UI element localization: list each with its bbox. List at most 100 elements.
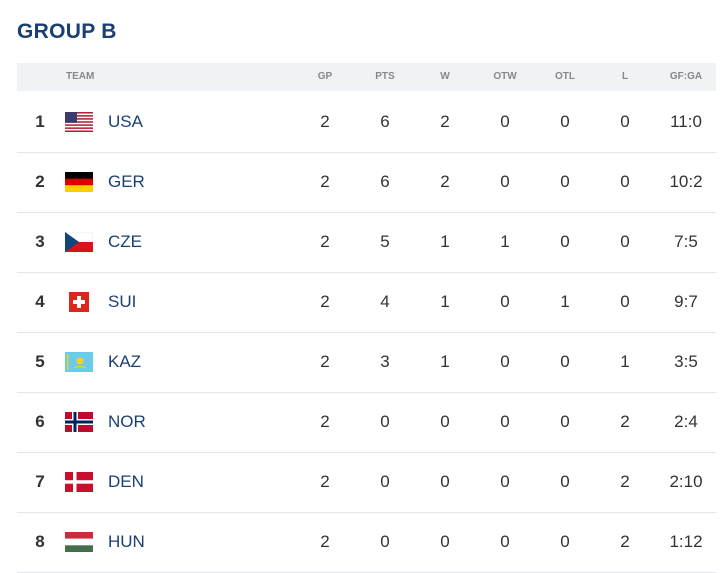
stat-cell: 6: [380, 172, 390, 191]
stat-cell: 0: [380, 532, 390, 551]
table-row: [17, 332, 716, 393]
flag-icon: [69, 292, 89, 312]
stat-cell: 0: [620, 232, 630, 251]
group-title: GROUP B: [17, 20, 117, 43]
stat-cell: 2: [320, 172, 330, 191]
stat-cell: 0: [560, 112, 570, 131]
column-header: GP: [317, 71, 333, 82]
stat-cell: 0: [560, 532, 570, 551]
stat-cell: 0: [500, 112, 510, 131]
stat-cell: 0: [620, 112, 630, 131]
stat-cell: 2: [320, 112, 330, 131]
table-row: [17, 452, 716, 513]
table-row: [17, 92, 716, 153]
team-name: USA: [108, 112, 143, 131]
stat-cell: 0: [440, 532, 450, 551]
column-header: PTS: [375, 71, 395, 82]
stat-cell: 1: [620, 352, 630, 371]
flag-icon: [65, 352, 93, 372]
team-flag: [65, 112, 93, 132]
column-header: OTW: [493, 71, 517, 82]
stat-cell: 0: [560, 412, 570, 431]
team-name: CZE: [108, 232, 142, 251]
stat-cell: 11:0: [670, 112, 702, 131]
stat-cell: 3:5: [674, 352, 698, 371]
stat-cell: 0: [620, 292, 630, 311]
flag-icon: [64, 231, 94, 252]
team-flag: [65, 172, 93, 192]
stat-cell: 2: [320, 292, 330, 311]
stat-cell: 2: [620, 472, 630, 491]
stat-cell: 0: [500, 172, 510, 191]
team-flag: [65, 412, 93, 432]
stat-cell: 1: [500, 232, 510, 251]
column-header: OTL: [555, 71, 575, 82]
rank: 4: [35, 292, 45, 311]
stat-cell: 1: [440, 232, 450, 251]
table-row: [17, 212, 716, 273]
stat-cell: 9:7: [674, 292, 698, 311]
flag-icon: [65, 172, 93, 192]
stat-cell: 2: [440, 112, 450, 131]
stat-cell: 2: [440, 172, 450, 191]
rank: 6: [35, 412, 45, 431]
team-name: DEN: [108, 472, 144, 491]
team-name: GER: [108, 172, 145, 191]
stat-cell: 3: [380, 352, 390, 371]
stat-cell: 0: [500, 412, 510, 431]
team-flag: [65, 532, 93, 552]
stat-cell: 1: [440, 352, 450, 371]
team-flag: [65, 352, 93, 372]
team-name: KAZ: [108, 352, 142, 371]
stat-cell: 0: [500, 472, 510, 491]
stat-cell: 0: [560, 232, 570, 251]
stat-cell: 0: [380, 412, 390, 431]
rank: 2: [35, 172, 45, 191]
stat-cell: 5: [380, 232, 390, 251]
stat-cell: 1:12: [669, 532, 703, 551]
flag-icon: [65, 532, 93, 552]
team-flag: [65, 292, 93, 312]
rank: 7: [35, 472, 45, 491]
column-header: TEAM: [66, 71, 95, 82]
team-flag: [64, 231, 94, 252]
team-name: HUN: [108, 532, 145, 551]
rank: 5: [35, 352, 45, 371]
table-row: [17, 272, 716, 333]
table-row: [17, 392, 716, 453]
column-header: W: [440, 71, 450, 82]
stat-cell: 2: [320, 472, 330, 491]
stat-cell: 2: [620, 412, 630, 431]
stat-cell: 2: [320, 412, 330, 431]
stat-cell: 0: [440, 412, 450, 431]
rank: 1: [35, 112, 45, 131]
stat-cell: 2: [320, 232, 330, 251]
stat-cell: 2: [320, 532, 330, 551]
team-name: NOR: [108, 412, 146, 431]
stat-cell: 0: [500, 352, 510, 371]
stat-cell: 2: [320, 352, 330, 371]
team-name: SUI: [108, 292, 137, 311]
team-flag: [65, 472, 93, 492]
stat-cell: 0: [560, 352, 570, 371]
table-row: [17, 152, 716, 213]
stat-cell: 0: [620, 172, 630, 191]
stat-cell: 0: [560, 172, 570, 191]
flag-icon: [65, 472, 93, 492]
rank: 8: [35, 532, 45, 551]
stat-cell: 0: [380, 472, 390, 491]
table-header: [17, 63, 716, 91]
stat-cell: 6: [380, 112, 390, 131]
column-header: GF:GA: [669, 71, 703, 82]
stat-cell: 0: [560, 472, 570, 491]
flag-icon: [65, 112, 93, 132]
stat-cell: 1: [560, 292, 570, 311]
stat-cell: 2:4: [674, 412, 698, 431]
stat-cell: 1: [440, 292, 450, 311]
stat-cell: 2:10: [669, 472, 703, 491]
stat-cell: 4: [380, 292, 390, 311]
stat-cell: 7:5: [674, 232, 698, 251]
stat-cell: 0: [440, 472, 450, 491]
stat-cell: 10:2: [669, 172, 703, 191]
